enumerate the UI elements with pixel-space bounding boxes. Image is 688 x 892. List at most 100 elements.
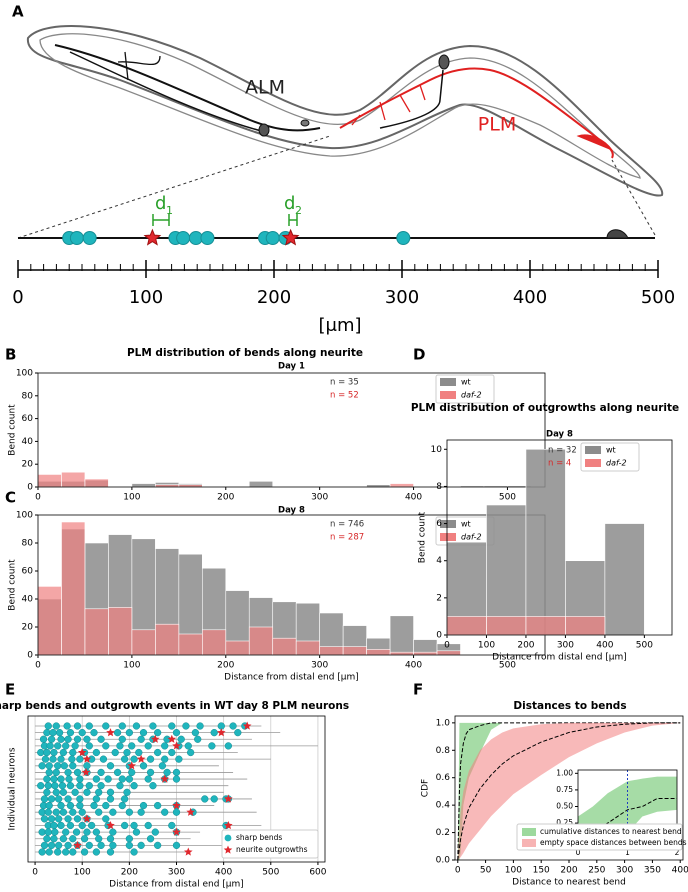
y-tick-label: 80: [22, 539, 34, 549]
chart-subtitle: Day 8: [278, 506, 305, 516]
bend-dot: [229, 722, 237, 730]
bend-dot: [106, 795, 115, 803]
cdf-median: [457, 722, 681, 861]
y-tick-label: 20: [22, 460, 34, 470]
x-tick-label: 400: [405, 493, 422, 503]
bend-dot: [49, 755, 57, 763]
bend-dot: [130, 782, 138, 790]
bend-dot: [39, 735, 48, 743]
plot-frame: [454, 715, 684, 861]
bend-dot: [210, 795, 218, 803]
bend-dot: [65, 775, 73, 783]
outgrowth-star: [184, 847, 193, 856]
x-tick-label: 300: [557, 641, 574, 651]
histogram-bar: [604, 523, 645, 636]
bend-dot: [80, 848, 89, 856]
worm-drawing: [17, 25, 664, 239]
x-tick-label: 200: [560, 866, 577, 876]
bend-dot: [95, 808, 103, 816]
bend-dot: [62, 848, 70, 856]
bend-dot: [44, 828, 52, 836]
bend-dot: [49, 728, 57, 737]
legend-swatch: [522, 828, 536, 836]
y-axis-label: Bend count: [418, 511, 428, 563]
bend-dot: [59, 835, 68, 843]
x-tick-label: 100: [129, 287, 163, 308]
bend-dot: [40, 815, 49, 823]
panel-label: A: [12, 3, 24, 21]
n-label: n = 32: [548, 446, 577, 456]
legend-label: wt: [461, 378, 471, 387]
x-tick-label: 300: [616, 866, 633, 876]
bend-dot: [102, 815, 110, 823]
bend-dot: [168, 821, 176, 830]
y-tick-label: 0.8: [436, 746, 451, 756]
bend-dot: [102, 801, 110, 810]
bend-dot: [128, 742, 136, 750]
histogram-bar: [319, 646, 344, 656]
bend-dot: [76, 755, 84, 763]
x-tick-label: 200: [217, 661, 234, 671]
bend-dot: [153, 728, 162, 737]
y-tick-label: 0.4: [436, 801, 451, 811]
bend-dot: [43, 748, 51, 757]
outgrowth-star: [172, 827, 181, 836]
bend-dot: [50, 748, 58, 757]
outgrowth-star: [73, 840, 82, 849]
histogram-bar: [486, 504, 527, 636]
bend-dot: [128, 768, 136, 777]
bend-dot: [57, 821, 65, 830]
bend-dot: [73, 722, 82, 730]
panel-label: F: [413, 681, 423, 699]
bend-dot: [45, 801, 53, 810]
x-tick-label: 600: [309, 868, 326, 878]
bend-dot: [47, 735, 56, 743]
outgrowth-star: [224, 794, 233, 803]
histogram-bar: [565, 616, 606, 636]
bend-dot: [125, 808, 134, 816]
bend-dot: [161, 742, 169, 750]
n-label: n = 35: [330, 378, 359, 388]
y-tick-label: 60: [22, 414, 34, 424]
x-tick-label: 0: [32, 868, 38, 878]
x-tick-label: 50: [480, 866, 492, 876]
bend-dot: [139, 762, 148, 770]
bend-dot: [64, 815, 72, 823]
x-tick-label: 300: [168, 868, 185, 878]
y-tick-label: 0.50: [556, 802, 573, 811]
bend-dot: [37, 748, 45, 757]
bend-dot: [172, 775, 181, 783]
bend-dot: [135, 748, 143, 757]
bend-dot: [69, 231, 84, 245]
bend-dot: [78, 808, 86, 816]
bend-dot: [71, 742, 79, 750]
bend-dot: [118, 735, 126, 743]
bend-dot: [194, 735, 202, 743]
bend-dot: [139, 728, 148, 737]
bend-dot: [51, 828, 59, 836]
bend-dot: [130, 848, 138, 856]
bend-dot: [69, 762, 77, 770]
bend-dot: [73, 815, 82, 823]
bend-dot: [158, 762, 167, 770]
x-tick-label: 500: [641, 287, 675, 308]
bend-dot: [118, 801, 126, 810]
bend-dot: [97, 735, 105, 743]
bend-dot: [109, 828, 117, 836]
bend-dot: [161, 808, 169, 816]
legend-swatch: [522, 839, 536, 847]
outgrowth-star: [217, 728, 226, 737]
x-tick-label: 100: [478, 641, 495, 651]
bend-dot: [58, 782, 67, 790]
legend-box: [516, 823, 683, 851]
bend-dot: [120, 821, 129, 830]
plot-frame: [37, 372, 546, 488]
bend-dot: [38, 762, 46, 770]
y-tick-label: 1.0: [436, 718, 451, 728]
bend-dot: [59, 808, 68, 816]
bend-dot: [66, 821, 75, 830]
bend-dot: [54, 848, 62, 856]
bend-dot: [125, 728, 134, 737]
bend-dot: [163, 768, 171, 777]
bend-dot: [234, 728, 242, 737]
